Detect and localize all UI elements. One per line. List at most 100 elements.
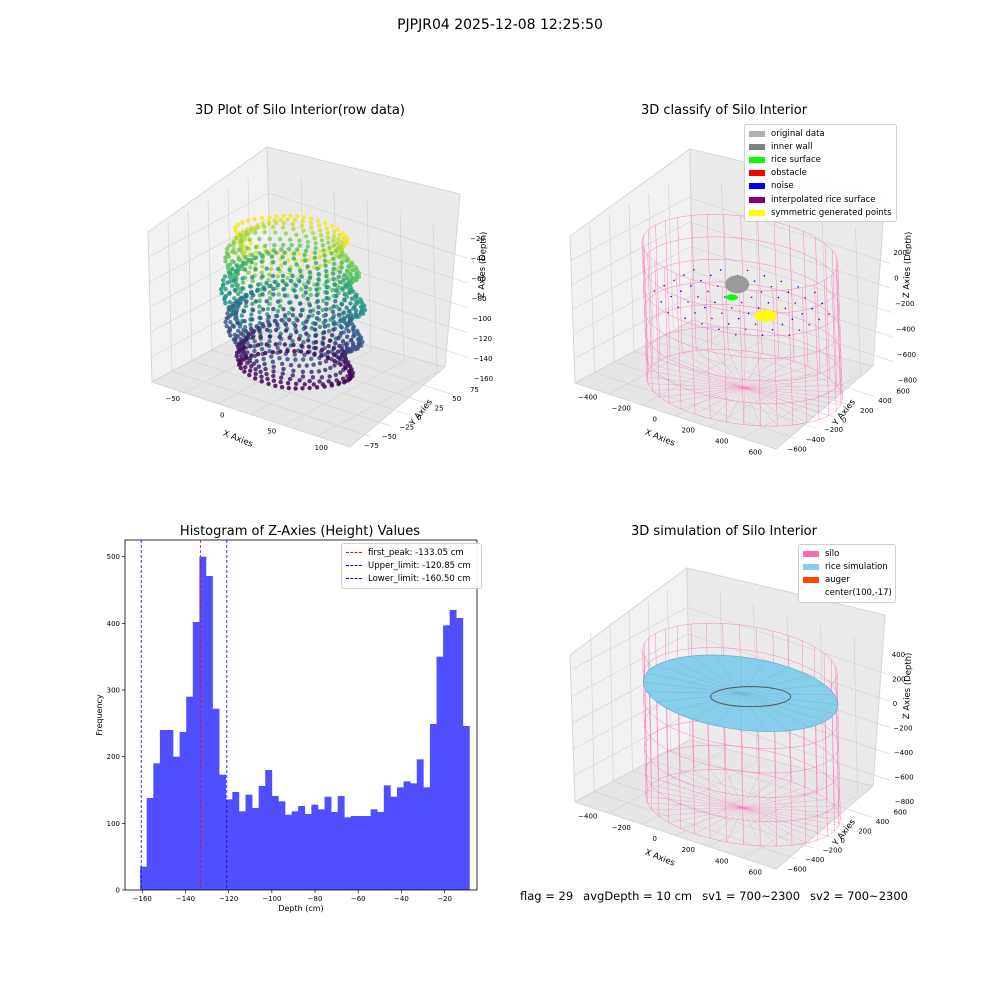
y-tick-label: −50 (382, 433, 397, 441)
figure-title: PJPJR04 2025-12-08 12:25:50 (397, 17, 603, 33)
rice-mesh (740, 684, 825, 694)
x-tick-label: 400 (715, 438, 728, 446)
cloud-point (324, 274, 329, 279)
cloud-point (349, 296, 355, 301)
hist-bar (317, 809, 325, 890)
legend-swatch (803, 576, 819, 583)
silo-floor-spoke (742, 777, 777, 808)
cloud-point (240, 286, 245, 291)
silo-floor-spoke (652, 387, 745, 391)
cloud-point (260, 307, 266, 312)
cloud-point (315, 266, 320, 271)
cloud-point (237, 296, 243, 302)
cloud-point (333, 299, 338, 304)
silo-rib (836, 256, 842, 393)
cloud-point (354, 275, 359, 280)
silo-floor-spoke (743, 807, 841, 820)
silo-rib (837, 263, 843, 399)
cloud-point (250, 307, 256, 313)
cloud-point (280, 242, 286, 248)
cloud-point (339, 265, 344, 270)
cloud-point (299, 307, 305, 313)
cloud-point (356, 344, 361, 349)
cloud-point (266, 251, 271, 256)
z-tick-label: 200 (892, 675, 905, 683)
cloud-point (260, 264, 265, 269)
silo-floor-spoke (744, 385, 837, 388)
cloud-point (218, 286, 224, 292)
cloud-point (260, 274, 265, 279)
cloud-point (230, 266, 235, 272)
cloud-point (242, 267, 248, 272)
cloud-point (331, 261, 337, 267)
surface-point (801, 313, 804, 315)
cloud-point (243, 303, 249, 309)
cloud-point (267, 272, 272, 277)
rice-mesh (643, 681, 741, 694)
y-tick-label: 0 (842, 417, 846, 425)
silo-floor-spoke (647, 790, 744, 809)
cloud-point (336, 336, 341, 341)
cloud-point (313, 260, 319, 266)
cloud-point (247, 372, 252, 378)
cloud-point (329, 223, 334, 229)
x-tick-label: 0 (653, 416, 657, 424)
cloud-point (246, 332, 251, 337)
hist-bar (324, 796, 332, 890)
x-tick-label: 400 (715, 857, 728, 865)
cloud-point (268, 266, 273, 272)
cloud-point (288, 278, 294, 284)
cloud-point (300, 219, 305, 224)
cloud-point (262, 287, 267, 292)
silo-rib (836, 672, 841, 820)
silo-rib (773, 221, 779, 357)
cloud-point (335, 349, 341, 354)
cloud-point (307, 303, 313, 308)
cloud-point (276, 292, 281, 297)
cloud-point (297, 243, 303, 248)
legend-item: Upper_limit: -120.85 cm (346, 559, 477, 572)
cloud-point (307, 385, 312, 391)
cloud-point (320, 298, 326, 304)
cloud-point (302, 253, 307, 258)
cloud-point (223, 300, 228, 306)
cloud-point (236, 257, 242, 262)
silo-floor-spoke (742, 807, 806, 844)
silo-floor-spoke (742, 773, 760, 808)
cloud-point (339, 302, 345, 307)
cloud-point (300, 369, 306, 374)
cloud-point (277, 341, 282, 346)
cloud-point (344, 322, 350, 328)
rice-mesh (740, 693, 826, 722)
cloud-point (347, 308, 352, 314)
cloud-point (281, 366, 286, 372)
cloud-point (257, 298, 262, 304)
cloud-point (353, 308, 359, 313)
cloud-point (334, 241, 340, 246)
cloud-point (235, 320, 241, 326)
rice-mesh (656, 693, 741, 702)
cloud-point (262, 230, 267, 235)
cloud-point (339, 325, 344, 330)
cloud-point (291, 226, 296, 232)
cloud-point (342, 316, 347, 321)
silo-floor-spoke (744, 366, 809, 388)
y-tick-label: 0 (417, 414, 421, 422)
cloud-point (327, 245, 332, 251)
silo-floor-spoke (682, 352, 745, 388)
hist-bar (390, 796, 398, 890)
cloud-point (263, 366, 268, 372)
cloud-point (316, 304, 321, 310)
cloud-point (230, 249, 235, 255)
cloud-point (301, 228, 306, 234)
cloud-point (266, 381, 271, 387)
silo-floor-spoke (647, 802, 744, 809)
cloud-point (351, 268, 356, 273)
surface-point (757, 307, 760, 309)
cloud-point (298, 268, 303, 274)
rice-mesh (646, 691, 741, 694)
cloud-point (253, 371, 258, 377)
cloud-point (298, 313, 303, 318)
surface-point (719, 269, 722, 271)
cloud-point (222, 274, 228, 279)
